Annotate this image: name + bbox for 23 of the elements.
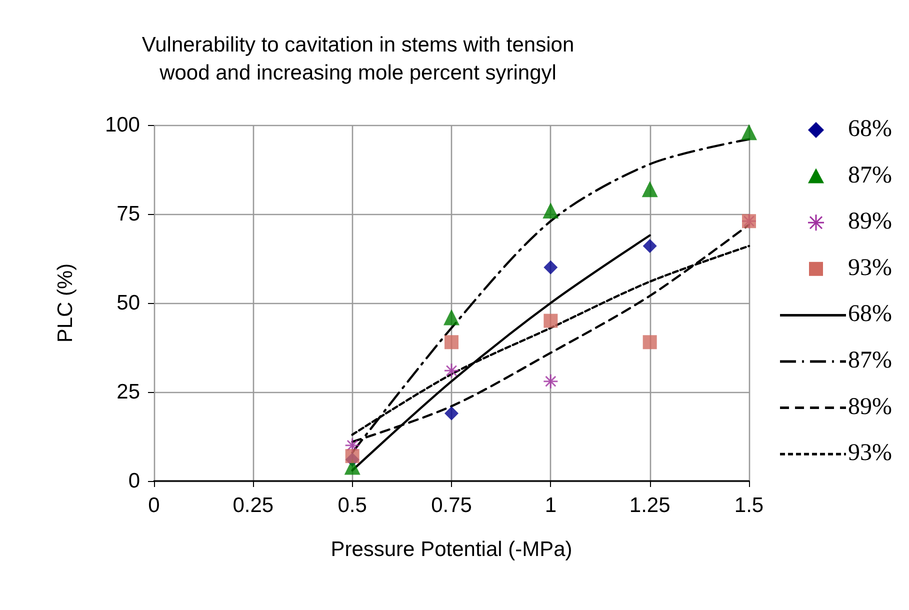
- y-tick-label: 25: [116, 380, 140, 404]
- legend-label: 89%: [848, 394, 892, 420]
- y-tick-label: 50: [116, 292, 140, 314]
- y-tick-label: 0: [128, 470, 140, 492]
- legend-label: 93%: [848, 440, 892, 466]
- legend-label: 68%: [848, 301, 892, 328]
- y-axis-title: PLC (%): [54, 263, 77, 343]
- y-tick-label: 100: [104, 114, 140, 136]
- x-tick-label: 0.5: [338, 494, 367, 517]
- x-tick-label: 1.25: [629, 494, 670, 517]
- legend-label: 89%: [848, 208, 892, 235]
- x-axis-title: Pressure Potential (-MPa): [330, 538, 572, 561]
- x-tick-label: 1: [544, 494, 557, 517]
- y-tick-label: 75: [116, 202, 140, 226]
- legend-label: 87%: [848, 162, 892, 188]
- x-tick-label: 1.5: [734, 494, 764, 517]
- legend-label: 87%: [848, 348, 892, 374]
- legend-label: 68%: [848, 116, 892, 142]
- x-tick-label: 0.75: [431, 494, 472, 517]
- legend-label: 93%: [848, 254, 892, 281]
- x-tick-label: 0.25: [232, 494, 274, 517]
- chart-title: Vulnerability to cavitation in stems with tension wood and increasing mole percent syringyl: [142, 34, 574, 84]
- x-tick-label: 0: [148, 494, 160, 517]
